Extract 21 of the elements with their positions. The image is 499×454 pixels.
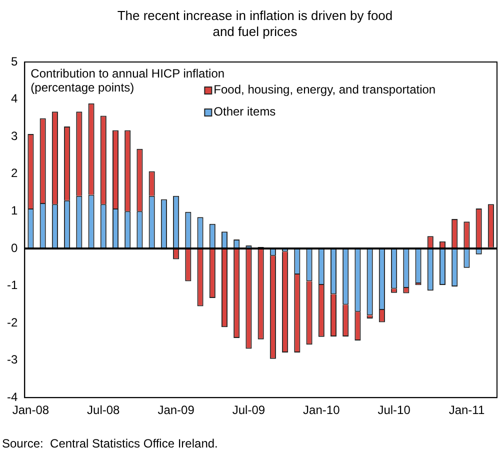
- y-tick-label: 3: [10, 128, 18, 143]
- x-tick-label: Jan-09: [158, 403, 195, 418]
- y-tick-label: 2: [10, 166, 18, 180]
- x-tick-label: Jul-10: [378, 403, 411, 418]
- y-tick-label: 5: [10, 54, 18, 68]
- legend-label: Food, housing, energy, and transportation: [214, 82, 436, 96]
- y-tick-label: -1: [7, 278, 18, 292]
- y-tick-label: 0: [10, 240, 18, 255]
- x-tick-label: Jan-10: [303, 403, 340, 418]
- chart-title: The recent increase in inflation is driven by food and fuel prices: [116, 8, 394, 40]
- x-tick-label: Jul-09: [232, 403, 266, 418]
- legend-label: Other items: [214, 104, 276, 118]
- y-tick-label: -3: [7, 352, 18, 367]
- x-tick-label: Jan-11: [448, 403, 485, 418]
- y-tick-label: 4: [10, 92, 18, 106]
- x-tick-label: Jul-08: [87, 403, 120, 418]
- source-note: Source: Central Statistics Office Ireland.: [2, 436, 218, 450]
- x-tick-label: Jan-08: [12, 403, 50, 418]
- y-tick-label: -2: [7, 315, 18, 330]
- y-tick-label: 1: [10, 203, 18, 218]
- y-tick-label: -4: [7, 390, 18, 404]
